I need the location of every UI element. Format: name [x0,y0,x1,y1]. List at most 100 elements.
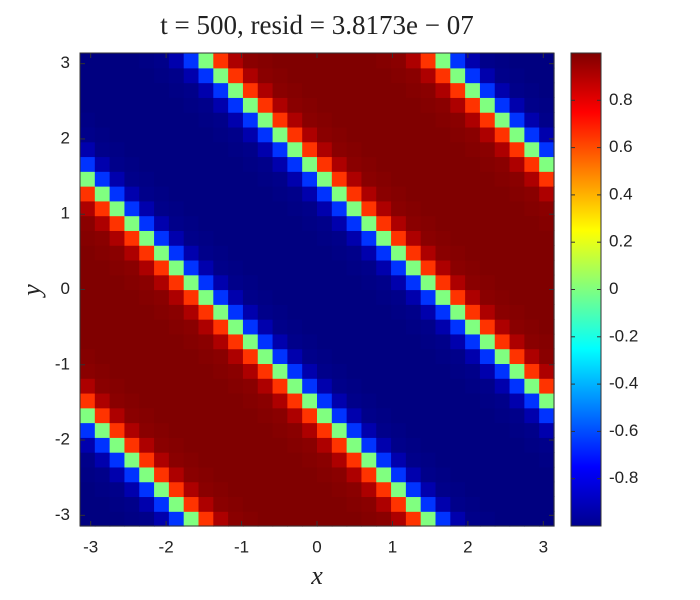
heatmap-cell [494,112,511,128]
heatmap-cell [94,230,111,246]
heatmap-cell [287,141,303,158]
heatmap-cell [80,333,96,350]
heatmap-cell [198,452,214,468]
heatmap-cell [317,156,333,172]
heatmap-cell [450,481,466,498]
heatmap-cell [198,274,214,291]
heatmap-cell [213,496,229,512]
heatmap-cell [109,511,126,527]
heatmap-cell [302,407,318,424]
heatmap-cell [287,215,303,231]
heatmap-cell [317,186,333,202]
heatmap-cell [183,230,200,246]
heatmap-cell [183,452,200,468]
heatmap-cell [465,363,481,379]
heatmap-cell [479,392,496,409]
heatmap-cell [435,82,451,98]
heatmap-cell [331,319,348,335]
heatmap-cell [494,156,511,172]
heatmap-cell [94,126,111,143]
heatmap-cell [494,259,511,276]
heatmap-cell [539,392,555,409]
heatmap-cell [94,452,111,468]
heatmap-cell [168,230,185,246]
heatmap-cell [257,245,274,261]
heatmap-cell [80,392,96,409]
heatmap-cell [524,363,540,379]
heatmap-cell [124,333,140,350]
heatmap-cell [168,82,185,98]
heatmap-cell [465,97,481,113]
heatmap-cell [450,333,466,350]
heatmap-cell [183,82,200,98]
heatmap-cell [124,407,140,424]
heatmap-cell [228,274,244,291]
heatmap-cell [450,466,466,483]
heatmap-cell [287,289,303,305]
heatmap-cell [450,452,466,468]
heatmap-cell [317,378,333,394]
heatmap-cell [124,215,140,231]
heatmap-cell [287,466,303,483]
heatmap-cell [435,141,451,158]
heatmap-cell [479,245,496,261]
heatmap-cell [257,496,274,512]
heatmap-cell [435,363,451,379]
heatmap-cell [213,259,229,276]
heatmap-cell [183,67,200,84]
heatmap-cell [465,186,481,202]
heatmap-cell [168,422,185,438]
heatmap-cell [539,466,555,483]
heatmap-cell [479,466,496,483]
heatmap-cell [287,230,303,246]
heatmap-cell [124,112,140,128]
heatmap-cell [479,230,496,246]
heatmap-cell [420,496,437,512]
y-tick-label: 0 [61,279,70,298]
heatmap-cell [168,126,185,143]
heatmap-cell [391,245,407,261]
heatmap-cell [420,156,437,172]
heatmap-cell [183,348,200,365]
heatmap-cell [228,97,244,113]
heatmap-cell [242,171,259,187]
heatmap-cell [331,422,348,438]
y-tick-label: -3 [55,505,70,524]
heatmap-cell [198,304,214,320]
heatmap-cell [450,67,466,84]
heatmap-cell [124,126,140,143]
heatmap-cell [109,363,126,379]
heatmap-cell [376,67,392,84]
heatmap-cell [331,97,348,113]
heatmap-cell [509,141,525,158]
heatmap-cell [317,82,333,98]
heatmap-cell [524,437,540,453]
heatmap-cell [242,259,259,276]
heatmap-cell [228,186,244,202]
heatmap-cell [509,171,525,187]
heatmap-cell [168,156,185,172]
heatmap-cell [154,452,170,468]
heatmap-cell [331,230,348,246]
heatmap-cell [435,304,451,320]
heatmap-cell [435,333,451,350]
heatmap-cell [450,53,466,69]
heatmap-cell [479,363,496,379]
heatmap-cell [94,53,111,69]
heatmap-cell [198,437,214,453]
heatmap-cell [154,171,170,187]
heatmap-cell [450,82,466,98]
heatmap-cell [109,82,126,98]
heatmap-cell [331,348,348,365]
heatmap-cell [509,319,525,335]
heatmap-cell [257,407,274,424]
heatmap-cell [242,186,259,202]
heatmap-cell [405,245,422,261]
heatmap-cell [405,274,422,291]
heatmap-cell [198,259,214,276]
heatmap-cell [109,378,126,394]
heatmap-cell [124,466,140,483]
heatmap-cell [183,141,200,158]
heatmap-cell [465,126,481,143]
heatmap-cell [109,230,126,246]
